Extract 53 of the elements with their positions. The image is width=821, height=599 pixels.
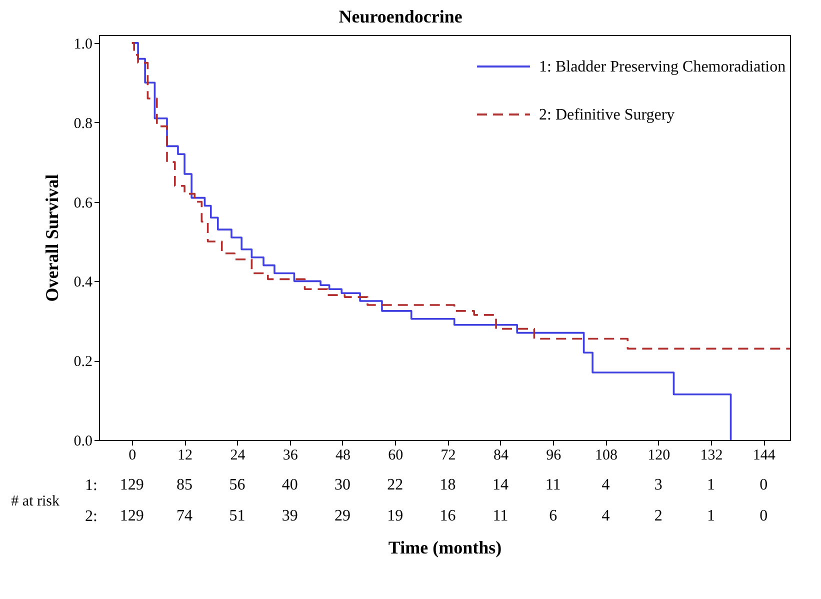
text: 1 [707,508,716,524]
text: # at risk [11,494,60,510]
text: 4 [602,476,610,494]
x-tick-label: 120 [648,448,670,464]
y-axis-title: Overall Survival [42,174,62,302]
x-tick-label: 84 [493,448,509,464]
text: 85 [176,476,193,494]
text: 6 [549,508,558,524]
text: 16 [440,508,456,524]
x-tick-label: 24 [230,448,246,464]
text: 39 [282,508,298,524]
x-tick-label: 132 [700,448,723,464]
y-tick-label: 1.0 [74,36,92,52]
text: 11 [545,476,561,494]
x-tick-label: 36 [282,448,298,464]
text: 40 [282,476,298,494]
text: 30 [334,476,350,494]
y-tick-label: 0.4 [74,274,93,291]
x-tick-label: 72 [440,448,456,464]
text: 1: [85,477,98,494]
text: 129 [120,476,144,494]
x-tick-label: 12 [178,448,193,464]
y-tick-label: 0.6 [74,195,93,212]
text: 0 [760,476,768,494]
text: 51 [229,508,246,524]
text: 129 [120,508,144,524]
text: 11 [492,508,508,524]
x-axis-title: Time (months) [388,538,502,558]
legend-label: 1: Bladder Preserving Chemoradiation [539,58,786,76]
text: 19 [387,508,404,524]
text: 3 [654,476,662,494]
x-tick-label: 48 [335,448,350,464]
x-tick-label: 60 [388,448,404,464]
text: 56 [229,476,246,494]
text: 18 [440,476,456,494]
text: 2: [85,508,98,525]
y-tick-label: 0.2 [74,354,92,370]
y-tick-label: 0.8 [74,116,92,132]
text: 4 [602,508,610,524]
chart-title: Neuroendocrine [338,6,462,26]
x-tick-label: 144 [752,448,776,464]
text: 29 [334,508,350,524]
legend-label: 2: Definitive Surgery [539,106,675,124]
text: 1 [707,476,716,494]
text: 74 [176,508,193,524]
text: 22 [387,476,404,494]
text: 0 [760,508,768,524]
text: 2 [654,508,662,524]
y-tick-label: 0.0 [74,434,92,450]
x-tick-label: 108 [594,448,618,464]
text: 14 [492,476,508,494]
x-tick-label: 0 [128,448,136,464]
x-tick-label: 96 [546,448,562,464]
